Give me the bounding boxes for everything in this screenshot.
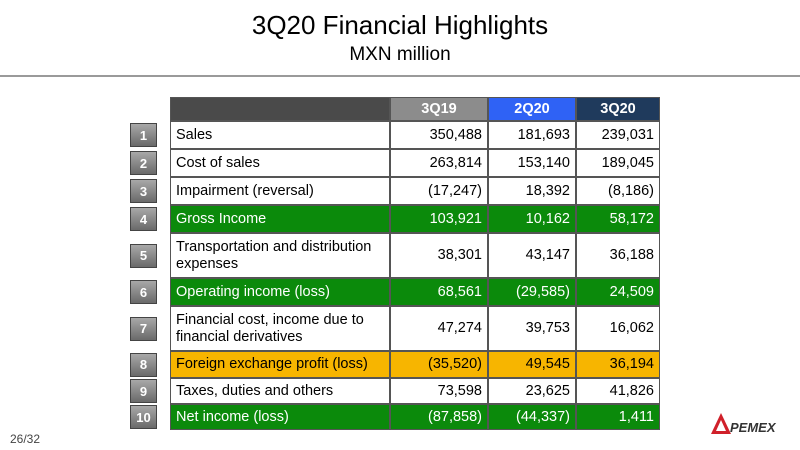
column-header: 3Q19	[390, 97, 488, 121]
row-number: 3	[130, 179, 157, 203]
value-cell: (29,585)	[488, 278, 576, 306]
title: 3Q20 Financial Highlights	[251, 10, 549, 40]
row-number: 2	[130, 151, 157, 175]
header-blank	[170, 97, 390, 121]
row-number: 5	[130, 243, 157, 268]
row-label: Taxes, duties and others	[170, 378, 390, 404]
logo-icon	[711, 413, 731, 434]
value-cell: 103,921	[390, 205, 488, 233]
value-cell: 68,561	[390, 278, 488, 306]
value-cell: (35,520)	[390, 351, 488, 378]
value-cell: (17,247)	[390, 177, 488, 205]
value-cell: 189,045	[576, 149, 660, 177]
value-cell: 24,509	[576, 278, 660, 306]
row-label: Foreign exchange profit (loss)	[170, 351, 390, 378]
value-cell: 239,031	[576, 121, 660, 149]
divider	[0, 75, 800, 77]
value-cell: 58,172	[576, 205, 660, 233]
row-number: 6	[130, 280, 157, 304]
row-number: 1	[130, 123, 157, 147]
value-cell: 73,598	[390, 378, 488, 404]
row-number: 10	[130, 405, 157, 429]
subtitle: MXN million	[349, 44, 451, 65]
row-label: Transportation and distribution expenses	[170, 233, 390, 278]
value-cell: 1,411	[576, 404, 660, 430]
row-number: 7	[130, 316, 157, 341]
value-cell: 16,062	[576, 306, 660, 351]
value-cell: 10,162	[488, 205, 576, 233]
row-label: Gross Income	[170, 205, 390, 233]
value-cell: 263,814	[390, 149, 488, 177]
row-label: Net income (loss)	[170, 404, 390, 430]
value-cell: 41,826	[576, 378, 660, 404]
value-cell: (8,186)	[576, 177, 660, 205]
value-cell: 43,147	[488, 233, 576, 278]
value-cell: (87,858)	[390, 404, 488, 430]
value-cell: 39,753	[488, 306, 576, 351]
value-cell: 36,188	[576, 233, 660, 278]
logo: PEMEX	[730, 420, 776, 435]
value-cell: 18,392	[488, 177, 576, 205]
value-cell: 23,625	[488, 378, 576, 404]
value-cell: 36,194	[576, 351, 660, 378]
page-number: 26/32	[10, 432, 41, 446]
column-header: 2Q20	[488, 97, 576, 121]
row-number: 9	[130, 379, 157, 403]
row-label: Sales	[170, 121, 390, 149]
row-number: 4	[130, 207, 157, 231]
value-cell: 153,140	[488, 149, 576, 177]
value-cell: 47,274	[390, 306, 488, 351]
row-label: Operating income (loss)	[170, 278, 390, 306]
row-number: 8	[130, 352, 157, 377]
value-cell: 49,545	[488, 351, 576, 378]
value-cell: 38,301	[390, 233, 488, 278]
value-cell: 350,488	[390, 121, 488, 149]
row-label: Financial cost, income due to financial …	[170, 306, 390, 351]
row-label: Cost of sales	[170, 149, 390, 177]
column-header: 3Q20	[576, 97, 660, 121]
value-cell: 181,693	[488, 121, 576, 149]
value-cell: (44,337)	[488, 404, 576, 430]
row-label: Impairment (reversal)	[170, 177, 390, 205]
